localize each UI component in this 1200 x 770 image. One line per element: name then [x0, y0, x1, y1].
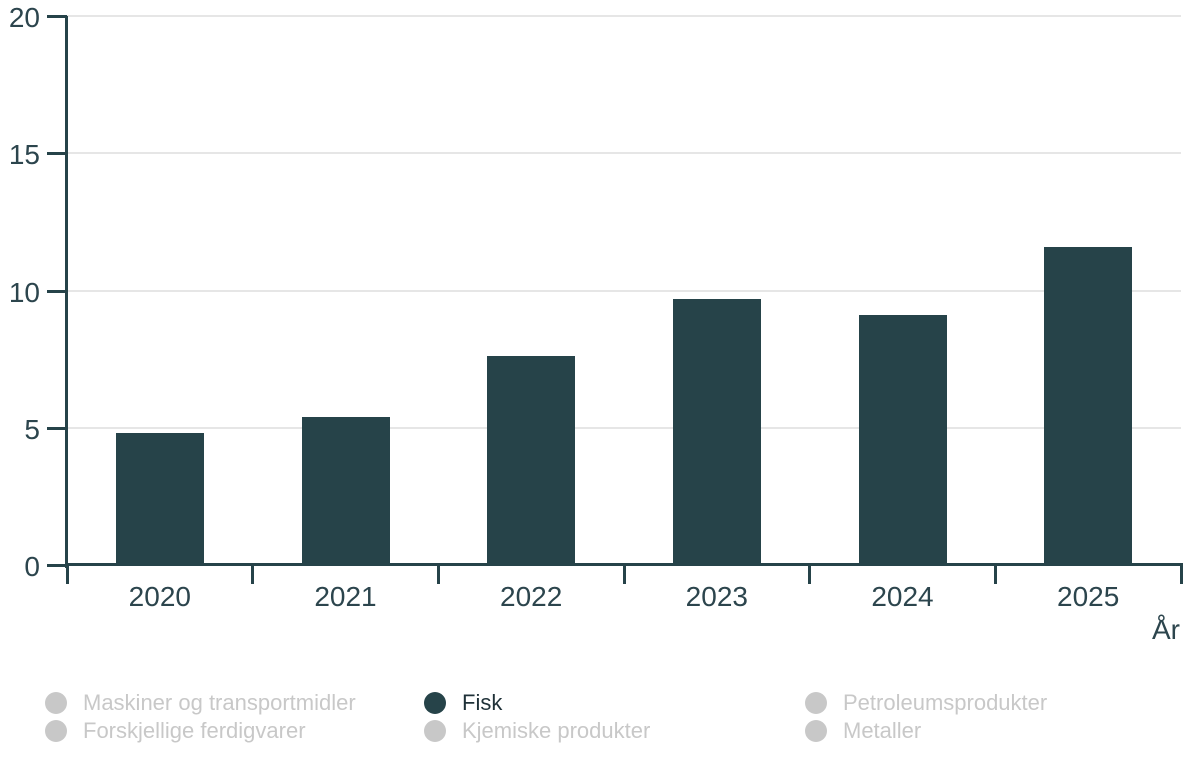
- x-tick-label-2021: 2021: [314, 581, 377, 612]
- legend-marker-circle-icon: [45, 720, 67, 742]
- legend-item-label: Maskiner og transportmidler: [83, 690, 356, 715]
- legend-item-metaller[interactable]: Metaller: [805, 719, 921, 743]
- legend-marker-circle-icon: [805, 720, 827, 742]
- y-tick-label-0: 0: [24, 551, 40, 582]
- y-tick-label-15: 15: [8, 139, 40, 171]
- x-axis-tick-2: [436, 566, 440, 584]
- gridline-15: [67, 152, 1181, 155]
- x-axis-tick-0: [65, 566, 69, 584]
- legend-item-label: Metaller: [843, 718, 922, 743]
- legend-item-maskiner-og-transportmidler[interactable]: Maskiner og transportmidler: [45, 691, 356, 715]
- x-axis-line: [65, 563, 1183, 566]
- y-axis-tick-0: [47, 564, 67, 567]
- gridline-5: [67, 426, 1181, 429]
- bar-2020[interactable]: [115, 433, 204, 565]
- y-axis-line: [65, 16, 68, 568]
- y-tick-label-5: 5: [24, 413, 40, 445]
- y-tick-label-20: 20: [8, 2, 40, 33]
- gridline-20: [67, 15, 1181, 17]
- legend-item-petroleumsprodukter[interactable]: Petroleumsprodukter: [805, 691, 1047, 715]
- bar-2023[interactable]: [672, 298, 761, 565]
- x-tick-label-2024: 2024: [871, 581, 934, 612]
- y-tick-label-10: 10: [8, 276, 40, 308]
- x-axis-tick-3: [622, 566, 626, 584]
- x-tick-label-2023: 2023: [685, 581, 748, 612]
- legend-item-label: Forskjellige ferdigvarer: [83, 718, 306, 743]
- y-axis-tick-15: [47, 152, 67, 156]
- bar-2022[interactable]: [487, 356, 576, 565]
- legend-marker-circle-icon: [424, 692, 446, 714]
- legend-item-label: Fisk: [462, 690, 503, 715]
- x-tick-label-2025: 2025: [1057, 581, 1120, 612]
- x-axis-tick-5: [993, 566, 997, 584]
- legend-item-label: Kjemiske produkter: [462, 718, 651, 743]
- y-axis-tick-5: [47, 426, 67, 430]
- x-axis-title: År: [1152, 614, 1180, 645]
- legend-marker-circle-icon: [805, 692, 827, 714]
- legend-marker-circle-icon: [45, 692, 67, 714]
- x-axis-tick-4: [808, 566, 812, 584]
- legend-item-forskjellige-ferdigvarer[interactable]: Forskjellige ferdigvarer: [45, 719, 306, 743]
- legend-marker-circle-icon: [424, 720, 446, 742]
- legend-item-kjemiske-produkter[interactable]: Kjemiske produkter: [424, 719, 650, 743]
- x-tick-label-2020: 2020: [128, 581, 191, 612]
- y-axis-tick-20: [47, 15, 67, 18]
- legend-item-label: Petroleumsprodukter: [843, 690, 1048, 715]
- legend-item-fisk[interactable]: Fisk: [424, 691, 502, 715]
- x-axis-tick-6: [1179, 566, 1183, 584]
- bar-2025[interactable]: [1044, 246, 1133, 565]
- bar-2024[interactable]: [858, 315, 947, 565]
- x-tick-label-2022: 2022: [500, 581, 563, 612]
- y-axis-tick-10: [47, 289, 67, 293]
- gridline-10: [67, 289, 1181, 292]
- bar-2021[interactable]: [301, 416, 390, 565]
- x-axis-tick-1: [251, 566, 255, 584]
